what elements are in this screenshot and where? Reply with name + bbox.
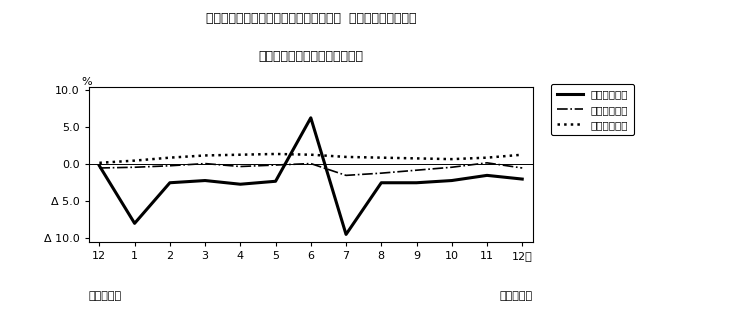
常用雇用指数	[236, 153, 245, 157]
現金給与総額	[201, 179, 209, 182]
常用雇用指数	[412, 157, 421, 160]
総実労働時間	[447, 166, 456, 169]
総実労働時間	[412, 168, 421, 172]
現金給与総額	[306, 116, 315, 120]
Line: 常用雇用指数: 常用雇用指数	[99, 154, 522, 163]
総実労働時間	[236, 165, 245, 168]
現金給与総額	[518, 177, 527, 181]
常用雇用指数	[166, 156, 175, 160]
現金給与総額	[482, 174, 491, 177]
Text: %: %	[81, 77, 92, 86]
常用雇用指数	[130, 159, 139, 162]
Line: 総実労働時間: 総実労働時間	[99, 163, 522, 175]
常用雇用指数	[342, 155, 351, 159]
総実労働時間	[518, 166, 527, 170]
Legend: 現金給与総額, 総実労働時間, 常用雇用指数: 現金給与総額, 総実労働時間, 常用雇用指数	[551, 84, 633, 135]
現金給与総額	[342, 232, 351, 236]
総実労働時間	[166, 164, 175, 168]
常用雇用指数	[271, 152, 280, 156]
総実労働時間	[95, 166, 104, 170]
Text: （規模５人以上　調査産業計）: （規模５人以上 調査産業計）	[258, 50, 363, 63]
総実労働時間	[130, 166, 139, 169]
現金給与総額	[271, 179, 280, 183]
常用雇用指数	[447, 157, 456, 161]
総実労働時間	[342, 174, 351, 177]
現金給与総額	[236, 182, 245, 186]
現金給与総額	[412, 181, 421, 185]
総実労働時間	[201, 162, 209, 166]
総実労働時間	[482, 161, 491, 165]
現金給与総額	[166, 181, 175, 185]
常用雇用指数	[201, 153, 209, 157]
現金給与総額	[95, 164, 104, 168]
Text: 平成２４年: 平成２４年	[500, 291, 533, 301]
常用雇用指数	[95, 161, 104, 165]
総実労働時間	[306, 162, 315, 166]
常用雇用指数	[377, 156, 386, 160]
常用雇用指数	[518, 153, 527, 157]
現金給与総額	[130, 221, 139, 225]
Text: 第４図　賃金、労働時間、常用雇用指数  対前年同月比の推移: 第４図 賃金、労働時間、常用雇用指数 対前年同月比の推移	[206, 12, 416, 25]
現金給与総額	[447, 179, 456, 182]
常用雇用指数	[482, 156, 491, 160]
Text: 平成２３年: 平成２３年	[89, 291, 122, 301]
総実労働時間	[377, 171, 386, 175]
現金給与総額	[377, 181, 386, 185]
Line: 現金給与総額: 現金給与総額	[99, 118, 522, 234]
総実労働時間	[271, 163, 280, 167]
常用雇用指数	[306, 153, 315, 157]
